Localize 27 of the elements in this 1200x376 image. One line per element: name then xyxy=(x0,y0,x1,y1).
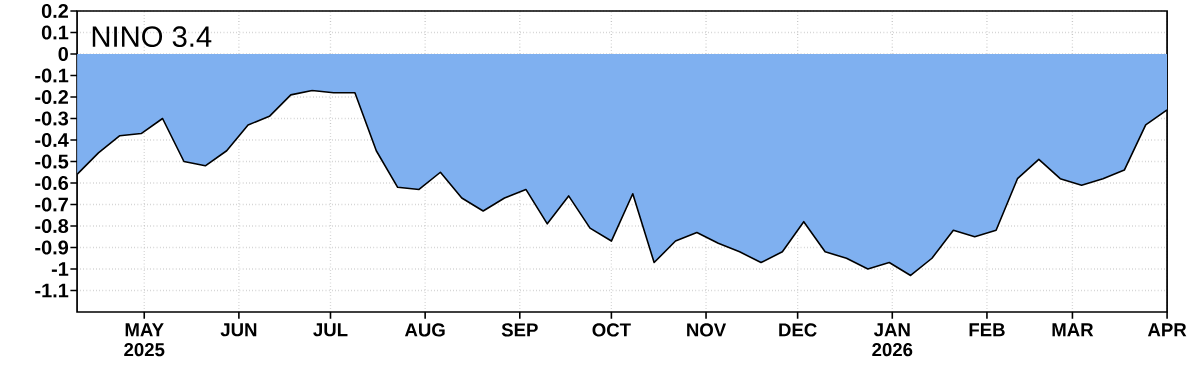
y-tick-label: -0.7 xyxy=(35,197,68,212)
x-tick-label: SEP xyxy=(501,323,538,337)
y-tick-label: -1.1 xyxy=(35,283,69,298)
x-tick-label: DEC xyxy=(779,323,817,337)
x-tick-label: NOV xyxy=(687,323,727,337)
x-tick-label: JUL xyxy=(313,323,348,337)
y-tick-label: -0.2 xyxy=(35,89,68,105)
y-tick-label: -0.4 xyxy=(35,132,69,148)
y-tick-label: 0.2 xyxy=(41,3,68,19)
x-tick-label: AUG xyxy=(404,323,445,337)
x-tick-label: APR xyxy=(1147,323,1187,337)
x-tick-label: MAY 2025 xyxy=(124,323,165,357)
x-tick-label: JAN 2026 xyxy=(872,323,913,357)
y-tick-label: -0.1 xyxy=(35,68,69,83)
y-tick-label: -0.8 xyxy=(35,218,69,234)
x-tick-label: MAR xyxy=(1052,323,1094,337)
y-tick-label: 0.1 xyxy=(41,25,69,40)
y-tick-label: -0.6 xyxy=(35,175,69,191)
x-tick-label: OCT xyxy=(592,323,631,337)
y-tick-label: -1 xyxy=(51,262,69,276)
chart-title: NINO 3.4 xyxy=(92,26,212,48)
x-tick-label: FEB xyxy=(969,323,1005,337)
y-tick-label: -0.3 xyxy=(35,111,69,126)
x-tick-label: JUN xyxy=(220,323,257,337)
y-tick-label: -0.9 xyxy=(35,240,69,255)
y-tick-label: 0 xyxy=(58,46,68,62)
y-tick-label: -0.5 xyxy=(35,154,69,169)
